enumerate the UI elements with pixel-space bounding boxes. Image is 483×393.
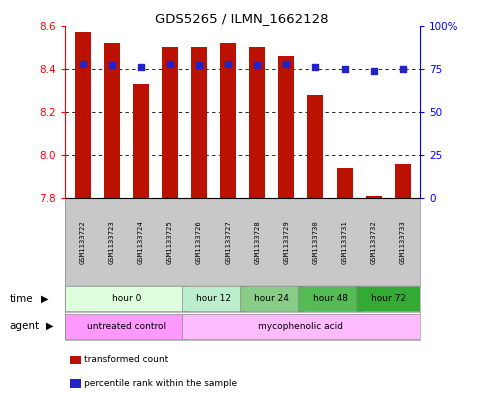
Text: hour 12: hour 12 — [196, 294, 231, 303]
Text: percentile rank within the sample: percentile rank within the sample — [84, 379, 237, 387]
Text: ▶: ▶ — [46, 321, 54, 331]
Text: mycophenolic acid: mycophenolic acid — [258, 322, 343, 331]
Text: GSM1133731: GSM1133731 — [341, 220, 348, 264]
Point — [108, 62, 115, 68]
Bar — [366, 196, 382, 198]
Bar — [162, 47, 178, 198]
Text: hour 24: hour 24 — [255, 294, 289, 303]
Text: GSM1133724: GSM1133724 — [138, 220, 144, 264]
Bar — [308, 95, 324, 198]
Point — [283, 61, 290, 67]
Text: GSM1133732: GSM1133732 — [370, 220, 377, 264]
Text: GSM1133730: GSM1133730 — [313, 220, 318, 264]
Bar — [249, 47, 265, 198]
Text: GDS5265 / ILMN_1662128: GDS5265 / ILMN_1662128 — [155, 12, 328, 25]
Point — [254, 62, 261, 68]
Bar — [182, 286, 246, 311]
Point — [312, 64, 319, 70]
Bar — [104, 43, 120, 198]
Text: GSM1133722: GSM1133722 — [80, 220, 85, 264]
Text: GSM1133723: GSM1133723 — [109, 220, 115, 264]
Text: GSM1133729: GSM1133729 — [284, 220, 289, 264]
Point — [137, 64, 145, 70]
Bar — [337, 168, 353, 198]
Text: ▶: ▶ — [41, 294, 49, 304]
Text: transformed count: transformed count — [84, 355, 168, 364]
Text: GSM1133733: GSM1133733 — [400, 220, 406, 264]
Bar — [65, 314, 187, 338]
Point — [370, 67, 378, 73]
Bar — [298, 286, 362, 311]
Text: hour 72: hour 72 — [370, 294, 406, 303]
Text: untreated control: untreated control — [87, 322, 166, 331]
Text: hour 48: hour 48 — [313, 294, 347, 303]
Point — [224, 61, 232, 67]
Bar — [75, 32, 91, 198]
Bar — [182, 314, 420, 338]
Bar — [356, 286, 420, 311]
Text: hour 0: hour 0 — [112, 294, 141, 303]
Bar — [240, 286, 304, 311]
Text: GSM1133725: GSM1133725 — [167, 220, 173, 264]
Point — [341, 66, 348, 72]
Text: GSM1133726: GSM1133726 — [196, 220, 202, 264]
Bar — [278, 56, 294, 198]
Point — [79, 61, 86, 67]
Point — [166, 61, 174, 67]
Bar — [220, 43, 236, 198]
Bar — [133, 84, 149, 198]
Text: time: time — [10, 294, 33, 304]
Bar — [395, 164, 411, 198]
Point — [399, 66, 407, 72]
Point — [195, 62, 203, 68]
Text: GSM1133728: GSM1133728 — [254, 220, 260, 264]
Text: agent: agent — [10, 321, 40, 331]
Bar — [65, 286, 187, 311]
Text: GSM1133727: GSM1133727 — [225, 220, 231, 264]
Bar — [191, 47, 207, 198]
